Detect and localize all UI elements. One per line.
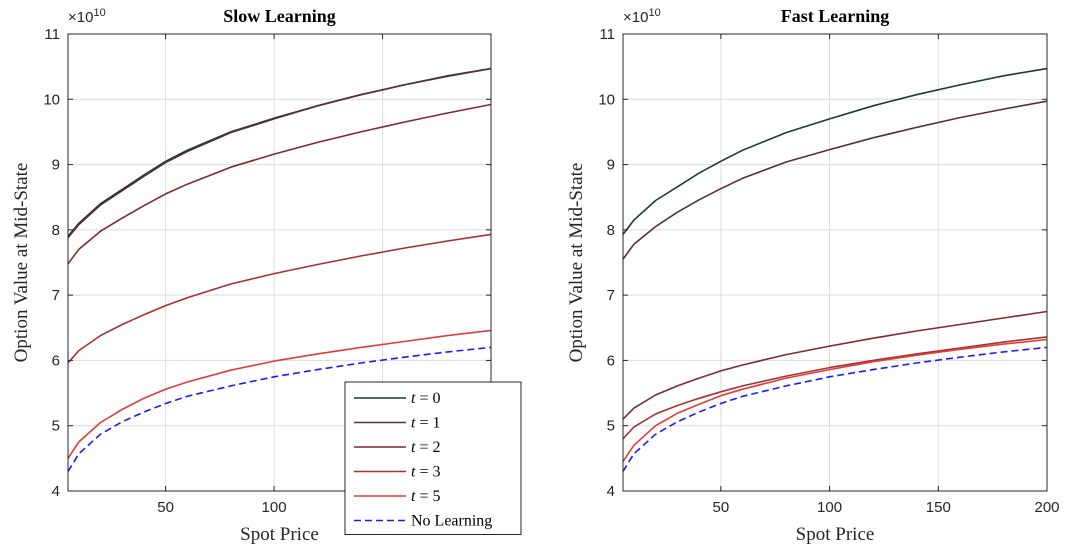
y-exponent-label: ×1010 <box>68 7 106 26</box>
y-exponent-base: ×10 <box>623 9 648 26</box>
y-exponent-label: ×1010 <box>623 7 661 26</box>
y-tick-label: 8 <box>52 222 60 239</box>
legend: t = 0t = 1t = 2t = 3t = 5No Learning <box>344 381 522 535</box>
legend-label-text: No Learning <box>411 513 492 530</box>
legend-label-var: t <box>411 464 416 481</box>
y-tick-label: 11 <box>44 26 60 43</box>
series-line-t-2 <box>622 310 1048 420</box>
series-line-t-1 <box>622 100 1048 260</box>
series-line-no-learning <box>67 346 492 472</box>
x-tick-label: 150 <box>926 499 951 516</box>
x-axis-label: Spot Price <box>796 524 875 545</box>
y-tick-label: 7 <box>607 287 615 304</box>
series-line-no-learning <box>622 346 1048 472</box>
legend-label-text: = 5 <box>415 488 440 505</box>
legend-label-var: t <box>411 488 416 505</box>
y-tick-label: 8 <box>607 222 615 239</box>
y-tick-label: 4 <box>52 483 60 500</box>
chart-title: Fast Learning <box>781 6 890 26</box>
y-tick-label: 4 <box>607 483 615 500</box>
legend-label: t = 3 <box>411 464 440 481</box>
legend-label-text: = 2 <box>415 439 440 456</box>
x-tick-label: 100 <box>262 499 287 516</box>
legend-label-text: = 0 <box>415 390 440 407</box>
x-tick-label: 50 <box>157 499 174 516</box>
legend-label: t = 1 <box>411 415 440 432</box>
legend-label-var: t <box>411 390 416 407</box>
y-tick-label: 6 <box>607 352 615 369</box>
series-line-t-1 <box>67 67 492 239</box>
y-tick-label: 6 <box>52 352 60 369</box>
legend-label: t = 0 <box>411 390 440 407</box>
axes-frame <box>67 33 492 492</box>
legend-label-var: t <box>411 439 416 456</box>
legend-label-text: = 3 <box>415 464 440 481</box>
y-tick-label: 7 <box>52 287 60 304</box>
y-exponent-power: 10 <box>648 7 660 19</box>
y-axis-label: Option Value at Mid-State <box>566 163 587 363</box>
series-line-t-0 <box>622 67 1048 235</box>
legend-label: t = 2 <box>411 439 440 456</box>
y-tick-label: 11 <box>599 26 615 43</box>
series-line-t-3 <box>622 336 1048 440</box>
x-tick-label: 50 <box>713 499 730 516</box>
series-line-t-3 <box>67 233 492 364</box>
legend-label-text: = 1 <box>415 415 440 432</box>
x-tick-label: 200 <box>1034 499 1059 516</box>
y-tick-label: 9 <box>607 157 615 174</box>
y-exponent-power: 10 <box>93 7 105 19</box>
axes-frame <box>622 33 1048 492</box>
series-line-t-5 <box>622 338 1048 463</box>
legend-box <box>344 381 522 535</box>
chart-title: Slow Learning <box>223 6 336 26</box>
y-tick-label: 5 <box>607 418 615 435</box>
x-tick-label: 100 <box>817 499 842 516</box>
y-tick-label: 10 <box>43 91 60 108</box>
y-tick-label: 10 <box>598 91 615 108</box>
series-line-t-5 <box>67 329 492 459</box>
y-tick-label: 9 <box>52 157 60 174</box>
series-line-t-2 <box>67 103 492 265</box>
legend-label-var: t <box>411 415 416 432</box>
x-axis-label: Spot Price <box>240 524 319 545</box>
y-exponent-base: ×10 <box>68 9 93 26</box>
y-tick-label: 5 <box>52 418 60 435</box>
legend-label: No Learning <box>411 513 492 530</box>
legend-label: t = 5 <box>411 488 440 505</box>
y-axis-label: Option Value at Mid-State <box>11 163 32 363</box>
plot-area <box>623 34 1047 491</box>
